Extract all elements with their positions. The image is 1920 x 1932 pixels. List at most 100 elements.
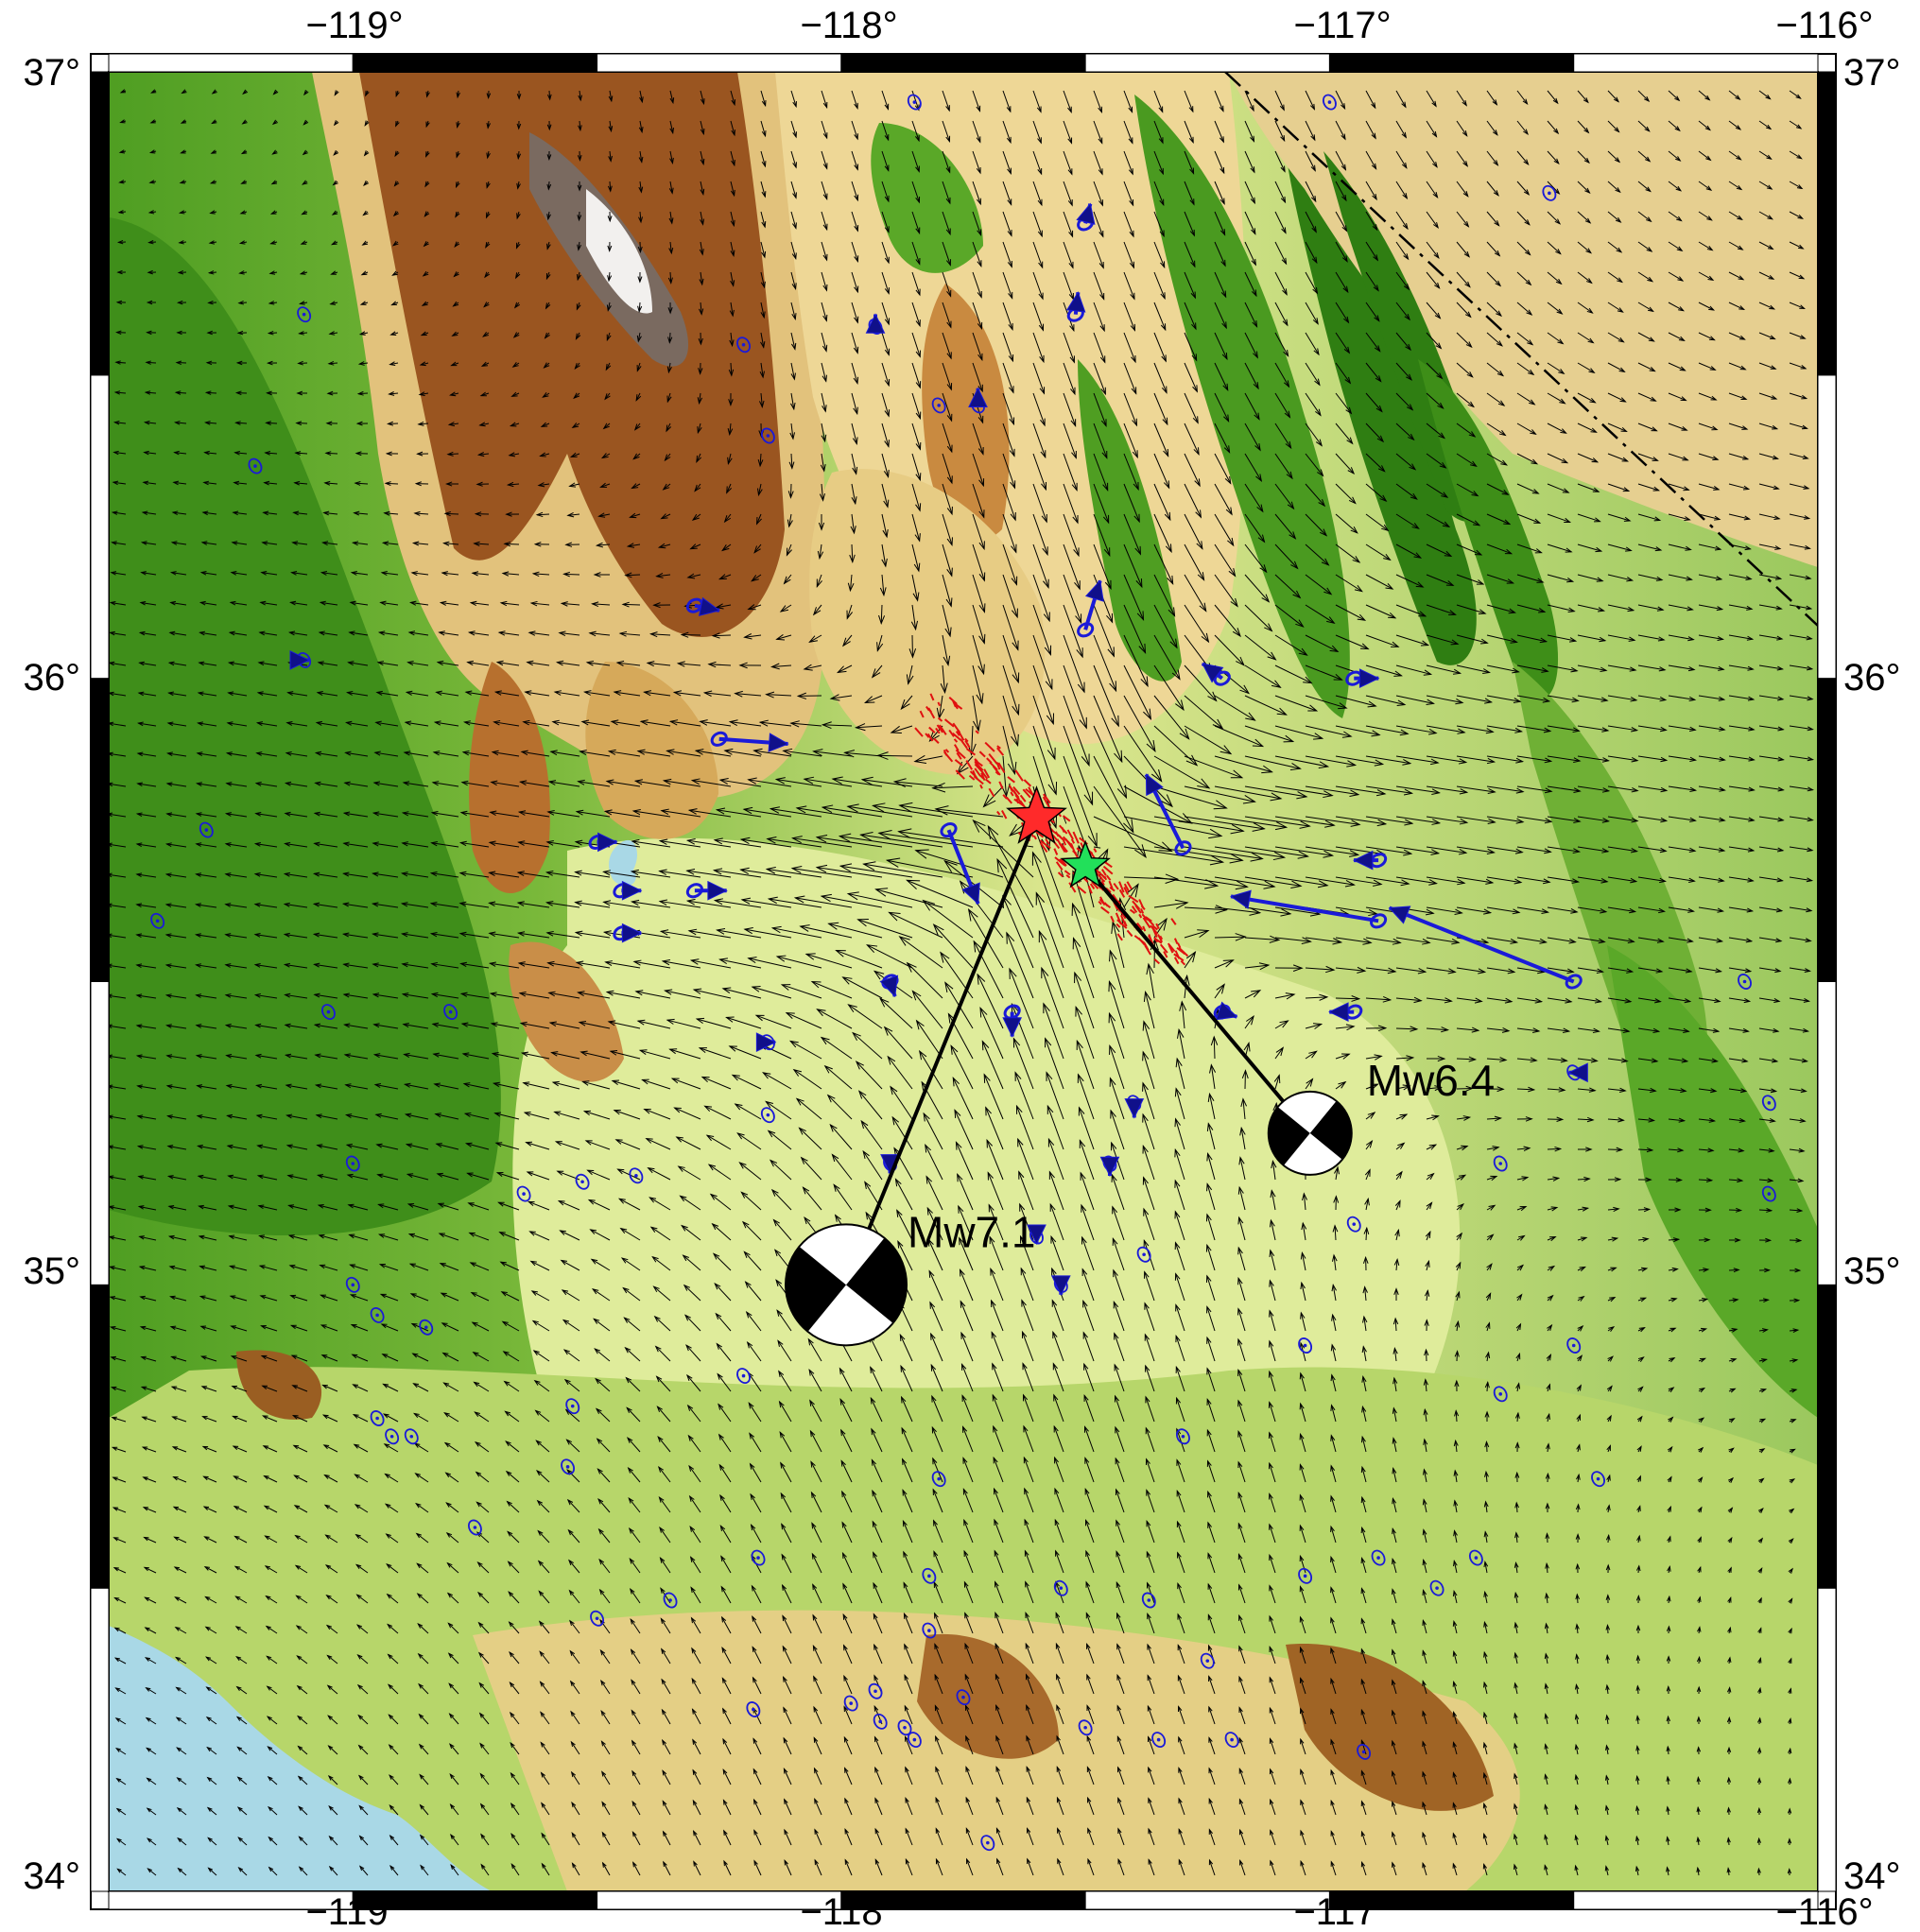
model-vector-head <box>1746 605 1754 611</box>
model-vector <box>603 901 641 908</box>
model-vector-head <box>263 480 270 486</box>
model-vector-head <box>1346 760 1358 768</box>
model-vector-head <box>906 674 914 685</box>
model-vector <box>1728 332 1745 340</box>
model-vector-head <box>915 411 922 421</box>
model-vector <box>517 902 550 908</box>
model-vector-head <box>1367 700 1377 708</box>
model-vector-head <box>1746 907 1755 913</box>
model-vector-head <box>1392 938 1402 945</box>
model-vector-head <box>1430 849 1441 855</box>
model-vector-head <box>1171 669 1181 681</box>
model-vector-head <box>658 899 668 906</box>
model-vector-head <box>287 630 296 636</box>
model-vector-head <box>576 303 581 311</box>
model-vector <box>1093 513 1111 556</box>
model-vector <box>1112 1206 1125 1241</box>
model-vector-head <box>761 130 767 138</box>
model-vector <box>972 241 982 267</box>
model-vector-head <box>1624 998 1633 1004</box>
model-vector-head <box>1713 486 1721 491</box>
model-vector <box>1395 574 1424 588</box>
model-vector <box>972 271 982 298</box>
model-vector <box>1210 1064 1216 1090</box>
model-vector-head <box>945 135 951 143</box>
model-vector <box>714 839 762 848</box>
model-vector-head <box>1008 322 1013 332</box>
model-vector-head <box>1739 365 1747 371</box>
model-vector <box>847 805 913 818</box>
model-vector <box>1758 392 1777 400</box>
model-vector-head <box>1554 218 1562 225</box>
model-vector-head <box>1067 168 1073 176</box>
model-vector-head <box>1009 823 1023 837</box>
model-vector <box>1093 241 1104 268</box>
model-vector <box>547 962 580 969</box>
model-vector <box>377 1174 399 1181</box>
model-vector-head <box>1765 94 1772 100</box>
model-vector <box>197 783 217 787</box>
model-vector-head <box>286 1174 294 1180</box>
model-vector-head <box>817 550 824 561</box>
model-vector-head <box>1346 437 1354 445</box>
model-vector-head <box>834 1214 841 1222</box>
model-vector <box>518 932 550 939</box>
model-vector <box>196 813 217 818</box>
model-vector-head <box>113 390 121 395</box>
model-vector <box>431 872 459 878</box>
model-vector <box>973 940 1004 999</box>
model-vector <box>136 934 157 939</box>
model-vector <box>1031 852 1064 939</box>
model-vector-head <box>701 1076 710 1082</box>
model-vector <box>661 930 701 939</box>
model-vector-head <box>636 1019 646 1026</box>
model-vector <box>852 1032 883 1060</box>
model-vector-head <box>697 426 702 435</box>
model-vector-head <box>945 105 950 112</box>
model-vector-head <box>167 691 174 697</box>
model-vector-head <box>491 750 499 756</box>
model-vector <box>1486 1204 1496 1211</box>
model-vector-head <box>429 871 438 877</box>
model-vector <box>1032 332 1045 362</box>
model-vector-head <box>1007 260 1012 268</box>
model-vector-head <box>1295 619 1305 628</box>
model-vector-head <box>116 269 123 275</box>
model-vector <box>1143 1208 1155 1241</box>
model-vector-head <box>1746 635 1755 641</box>
model-vector-head <box>1098 168 1103 176</box>
model-vector-head <box>1012 640 1019 651</box>
model-vector <box>822 806 883 818</box>
model-vector <box>972 664 983 704</box>
model-vector-head <box>302 180 308 185</box>
model-vector <box>1637 423 1657 432</box>
model-vector-head <box>1252 822 1266 832</box>
model-vector-head <box>1388 612 1397 619</box>
model-vector-head <box>1518 1234 1526 1241</box>
model-vector <box>1547 937 1576 943</box>
model-vector-head <box>769 806 780 814</box>
model-vector-head <box>1598 607 1606 612</box>
model-vector-head <box>1191 322 1197 331</box>
model-vector <box>1456 181 1469 198</box>
model-vector-head <box>1659 877 1667 884</box>
model-vector <box>696 1018 732 1029</box>
model-vector <box>225 873 248 878</box>
model-vector <box>1184 543 1205 580</box>
model-vector-head <box>605 363 612 371</box>
model-vector-head <box>471 571 479 577</box>
model-vector-head <box>1129 261 1134 269</box>
model-vector-head <box>1528 369 1535 376</box>
model-vector-head <box>910 620 919 631</box>
model-vector-head <box>1801 394 1808 400</box>
model-vector-head <box>1487 1233 1495 1241</box>
model-vector-head <box>1286 471 1293 480</box>
model-vector-head <box>1765 124 1773 130</box>
model-vector-head <box>300 240 307 245</box>
model-vector-head <box>757 458 764 468</box>
model-vector-head <box>115 330 122 335</box>
model-vector-head <box>460 780 469 786</box>
model-vector-head <box>607 1020 616 1026</box>
model-vector <box>1728 755 1755 761</box>
model-vector <box>1305 362 1321 386</box>
